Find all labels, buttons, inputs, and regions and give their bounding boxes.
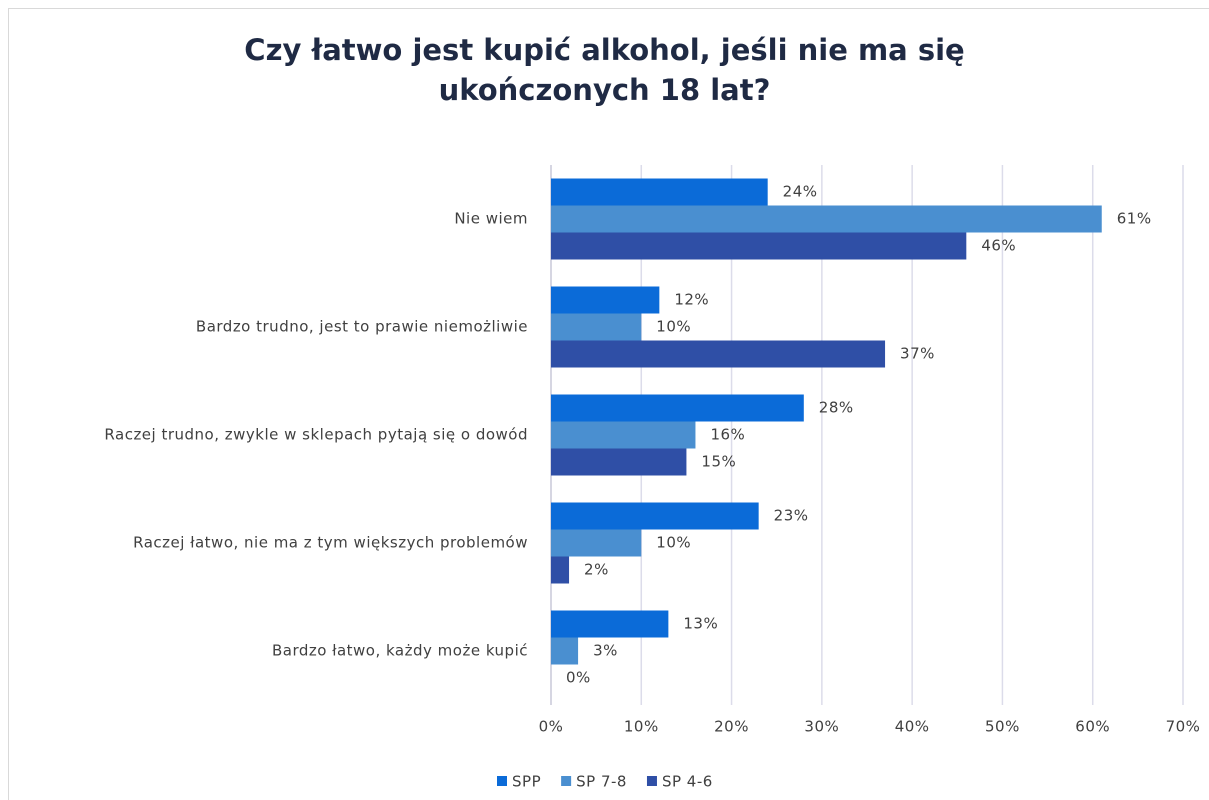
y-tick-label: Bardzo łatwo, każdy może kupić xyxy=(272,642,528,660)
data-label: 23% xyxy=(774,507,809,525)
data-label: 10% xyxy=(656,318,691,336)
x-tick-label: 30% xyxy=(804,718,839,736)
y-tick-label: Raczej trudno, zwykle w sklepach pytają … xyxy=(104,426,528,444)
data-label: 12% xyxy=(674,291,709,309)
data-label: 24% xyxy=(783,183,818,201)
data-label: 10% xyxy=(656,534,691,552)
bar xyxy=(551,529,642,557)
x-tick-label: 10% xyxy=(624,718,659,736)
title-box: Czy łatwo jest kupić alkohol, jeśli nie … xyxy=(0,30,1209,110)
bar xyxy=(551,421,696,449)
y-tick-label: Bardzo trudno, jest to prawie niemożliwi… xyxy=(196,318,528,336)
bar xyxy=(551,610,669,638)
bar xyxy=(551,313,642,341)
y-tick-label: Raczej łatwo, nie ma z tym większych pro… xyxy=(133,534,528,552)
data-label: 28% xyxy=(819,399,854,417)
legend-swatch xyxy=(561,776,572,786)
legend-label: SP 4-6 xyxy=(662,773,713,791)
x-tick-label: 0% xyxy=(539,718,564,736)
bar xyxy=(551,286,660,314)
data-label: 0% xyxy=(566,669,591,687)
bar xyxy=(551,232,967,260)
data-label: 13% xyxy=(683,615,718,633)
bar xyxy=(551,556,570,584)
legend-label: SPP xyxy=(512,773,541,791)
data-label: 46% xyxy=(981,237,1016,255)
x-tick-label: 20% xyxy=(714,718,749,736)
chart-title: Czy łatwo jest kupić alkohol, jeśli nie … xyxy=(244,33,965,107)
legend-swatch xyxy=(646,776,657,786)
data-label: 15% xyxy=(701,453,736,471)
bar xyxy=(551,178,768,206)
chart-frame xyxy=(8,8,1209,800)
legend-swatch xyxy=(497,776,507,786)
bar xyxy=(551,340,886,368)
bar xyxy=(551,637,579,665)
data-label: 3% xyxy=(593,642,618,660)
x-tick-label: 70% xyxy=(1166,718,1201,736)
data-label: 61% xyxy=(1117,210,1152,228)
bar xyxy=(551,205,1102,233)
x-tick-label: 50% xyxy=(985,718,1020,736)
data-label: 2% xyxy=(584,561,609,579)
bar xyxy=(551,502,759,530)
x-tick-label: 40% xyxy=(895,718,930,736)
y-tick-label: Nie wiem xyxy=(454,210,528,228)
data-label: 16% xyxy=(710,426,745,444)
bar xyxy=(551,448,687,476)
bar xyxy=(551,394,804,422)
x-tick-label: 60% xyxy=(1075,718,1110,736)
legend-label: SP 7-8 xyxy=(576,773,627,791)
data-label: 37% xyxy=(900,345,935,363)
